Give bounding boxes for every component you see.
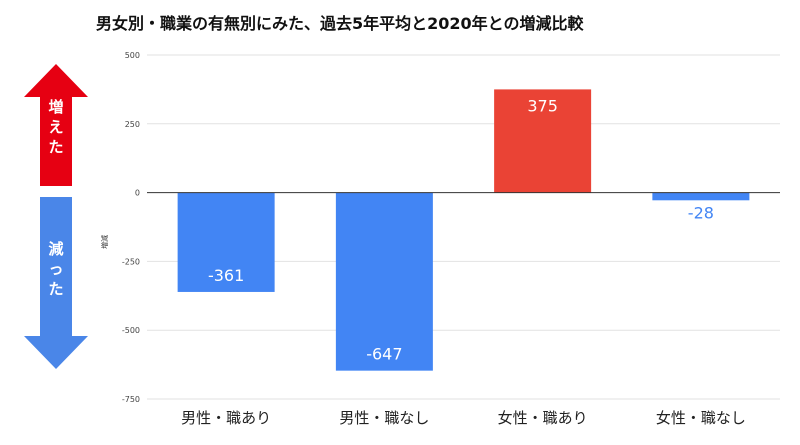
data-labels: -361 -647 375 -28 — [208, 96, 714, 363]
bar — [335, 192, 433, 371]
data-label: -361 — [208, 266, 244, 285]
bars — [177, 89, 750, 371]
data-label: -28 — [688, 203, 714, 222]
y-tick-label: 0 — [135, 189, 140, 198]
down-arrow-label: 減った — [48, 240, 63, 298]
y-tick-label: -250 — [122, 257, 140, 266]
data-label: -647 — [366, 345, 402, 364]
x-tick-label: 女性・職あり — [498, 409, 588, 427]
x-tick-labels: 男性・職あり 男性・職なし 女性・職あり 女性・職なし — [181, 409, 746, 427]
x-tick-label: 男性・職なし — [339, 409, 429, 427]
decrease-arrow: 減った — [24, 197, 88, 369]
y-tick-labels: 500 250 0 -250 -500 -750 — [122, 51, 140, 404]
y-tick-label: -500 — [122, 326, 140, 335]
y-tick-label: -750 — [122, 395, 140, 404]
y-axis-label: 増減 — [100, 235, 109, 249]
up-arrow-label: 増えた — [48, 98, 63, 156]
data-label: 375 — [527, 96, 558, 115]
down-arrow-icon — [24, 197, 88, 369]
bar — [494, 89, 592, 193]
x-tick-label: 女性・職なし — [656, 409, 746, 427]
y-tick-label: 250 — [125, 120, 140, 129]
chart-title: 男女別・職業の有無別にみた、過去5年平均と2020年との増減比較 — [96, 14, 584, 33]
increase-arrow: 増えた — [24, 64, 88, 186]
y-tick-label: 500 — [125, 51, 140, 60]
bar — [177, 192, 275, 292]
up-arrow-icon — [24, 64, 88, 186]
bar — [652, 192, 750, 201]
x-tick-label: 男性・職あり — [181, 409, 271, 427]
